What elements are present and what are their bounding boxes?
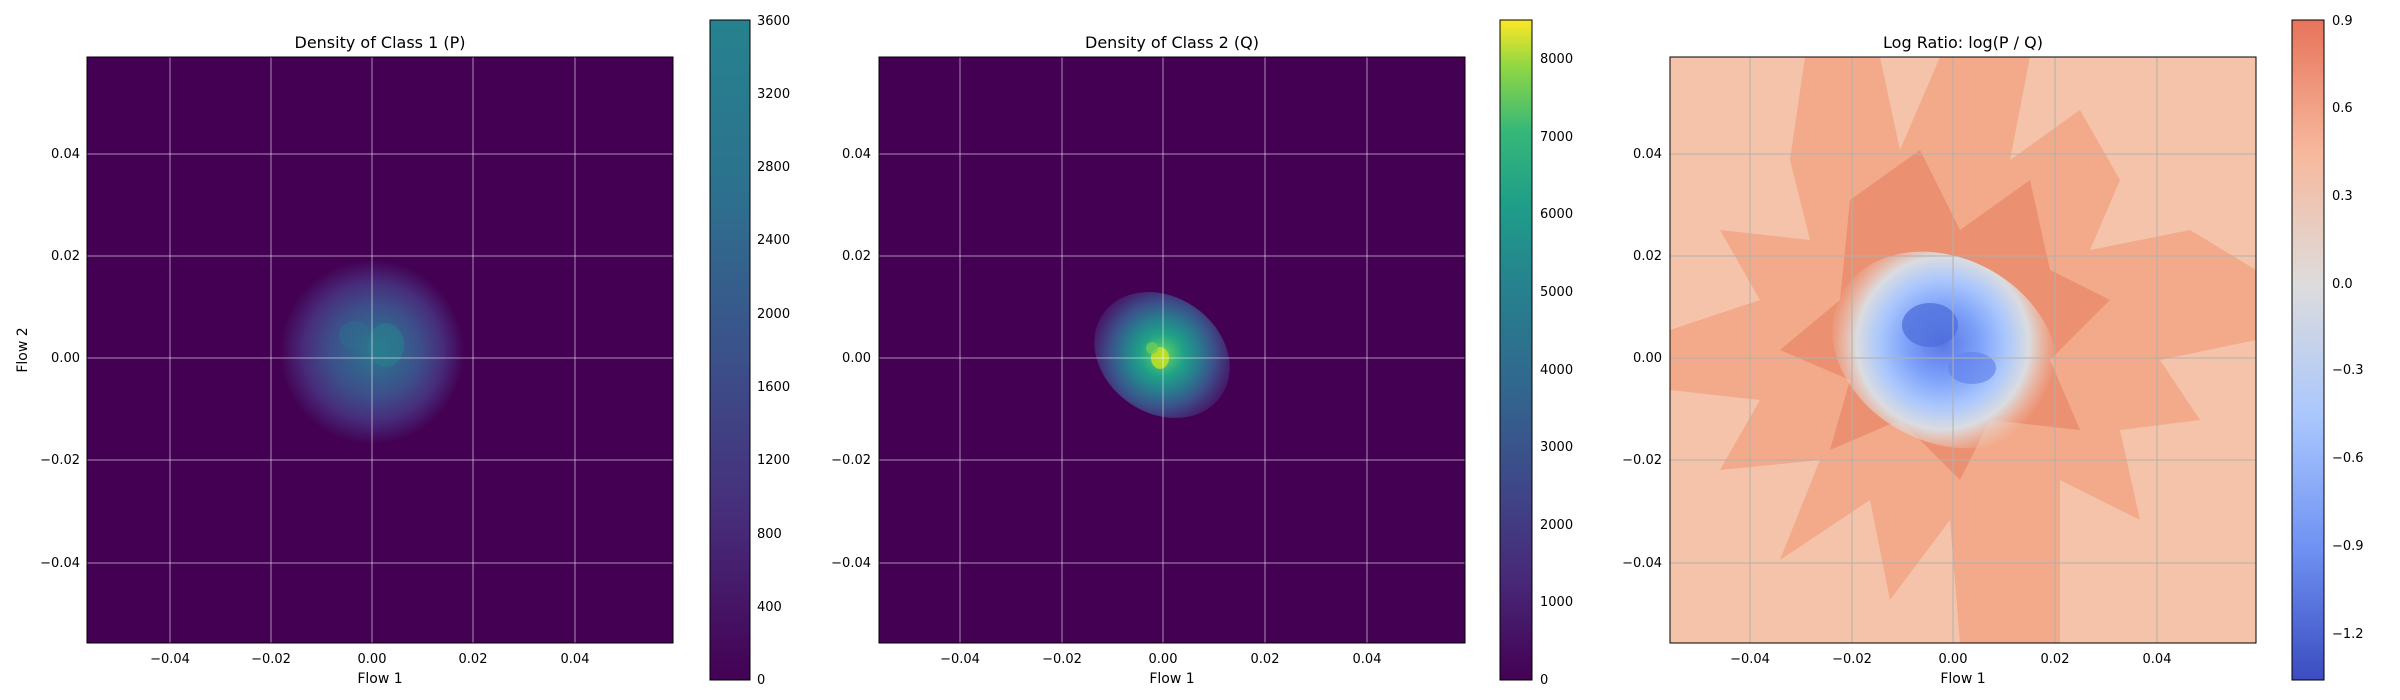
chart-title: Log Ratio: log(P / Q) [1883,33,2043,52]
y-tick-label: 0.02 [51,249,80,264]
colorbar-tick: 2000 [1540,518,1573,533]
x-tick-label: 0.02 [2041,652,2070,667]
y-tick-label: 0.04 [51,147,80,162]
colorbar-tick: −0.6 [2332,451,2364,466]
y-ticks: 0.04 0.02 0.00 −0.02 −0.04 [831,147,871,571]
plot-frame [86,56,674,644]
x-tick-label: 0.02 [459,652,488,667]
x-tick-label: −0.04 [150,652,190,667]
colorbar-tick: −0.3 [2332,363,2364,378]
plot-frame [1669,56,2257,644]
y-ticks: 0.04 0.02 0.00 −0.02 −0.04 [1622,147,1662,571]
y-tick-label: 0.00 [842,351,871,366]
colorbar-p: 0 400 800 1200 1600 2000 2400 2800 3200 … [709,14,790,688]
colorbar-tick: 2800 [757,160,790,175]
x-tick-label: 0.00 [1149,652,1178,667]
x-tick-label: −0.02 [1832,652,1872,667]
colorbar-fill [2291,19,2325,681]
colorbar-tick: 0.3 [2332,189,2353,204]
y-tick-label: −0.04 [1622,556,1662,571]
y-tick-label: 0.00 [51,351,80,366]
y-tick-label: 0.04 [1633,147,1662,162]
colorbar-tick: 2400 [757,233,790,248]
x-ticks: −0.04 −0.02 0.00 0.02 0.04 [150,652,589,667]
x-tick-label: −0.04 [1730,652,1770,667]
colorbar-tick: 0 [1540,673,1548,688]
y-tick-label: −0.02 [1622,453,1662,468]
y-tick-label: −0.02 [831,453,871,468]
colorbar-tick: 1600 [757,380,790,395]
colorbar-tick: 5000 [1540,285,1573,300]
x-tick-label: 0.04 [2143,652,2172,667]
x-tick-label: 0.00 [358,652,387,667]
colorbar-tick: −1.2 [2332,627,2364,642]
x-tick-label: 0.00 [1939,652,1968,667]
y-tick-label: −0.04 [40,556,80,571]
ratio-regions [1670,57,2256,643]
chart-title: Density of Class 1 (P) [295,33,466,52]
colorbar-fill [1499,19,1533,681]
x-axis-label: Flow 1 [357,671,402,687]
x-ticks: −0.04 −0.02 0.00 0.02 0.04 [1730,652,2171,667]
colorbar-tick: 2000 [757,307,790,322]
colorbar-fill [709,19,751,681]
colorbar-tick: 8000 [1540,52,1573,67]
chart-title: Density of Class 2 (Q) [1085,33,1259,52]
colorbar-tick: 7000 [1540,130,1573,145]
colorbar-tick: 3200 [757,87,790,102]
y-tick-label: 0.04 [842,147,871,162]
colorbar-tick: 400 [757,600,782,615]
colorbar-tick: 800 [757,527,782,542]
x-tick-label: 0.02 [1251,652,1280,667]
colorbar-tick: 3000 [1540,440,1573,455]
plot-frame [878,56,1466,644]
colorbar-tick: 0.6 [2332,101,2353,116]
x-tick-label: 0.04 [1353,652,1382,667]
x-ticks: −0.04 −0.02 0.00 0.02 0.04 [940,652,1381,667]
colorbar-tick: 0.0 [2332,277,2353,292]
colorbar-tick: −0.9 [2332,539,2364,554]
y-axis-label: Flow 2 [15,327,31,372]
x-axis-label: Flow 1 [1940,671,1985,687]
x-tick-label: −0.02 [251,652,291,667]
colorbar-tick: 0 [757,673,765,688]
colorbar-tick: 0.9 [2332,14,2353,29]
colorbar-tick: 3600 [757,14,790,29]
panel-density-p: Density of Class 1 (P) −0.04 −0.02 0.00 … [15,33,674,687]
colorbar-tick: 1000 [1540,595,1573,610]
y-tick-label: 0.02 [842,249,871,264]
y-tick-label: 0.00 [1633,351,1662,366]
y-tick-label: 0.02 [1633,249,1662,264]
x-tick-label: −0.02 [1042,652,1082,667]
colorbar-q: 0 1000 2000 3000 4000 5000 6000 7000 800… [1499,19,1573,688]
panel-log-ratio: Log Ratio: log(P / Q) −0.04 −0.02 0.00 [1622,33,2257,687]
colorbar-tick: 1200 [757,453,790,468]
panel-density-q: Density of Class 2 (Q) −0.04 −0.02 0.00 … [831,33,1466,687]
y-tick-label: −0.02 [40,453,80,468]
x-axis-label: Flow 1 [1149,671,1194,687]
y-tick-label: −0.04 [831,556,871,571]
colorbar-log-ratio: −1.2 −0.9 −0.6 −0.3 0.0 0.3 0.6 0.9 [2291,14,2364,681]
colorbar-tick: 4000 [1540,363,1573,378]
colorbar-tick: 6000 [1540,207,1573,222]
x-tick-label: 0.04 [561,652,590,667]
x-tick-label: −0.04 [940,652,980,667]
y-ticks: 0.04 0.02 0.00 −0.02 −0.04 [40,147,80,571]
